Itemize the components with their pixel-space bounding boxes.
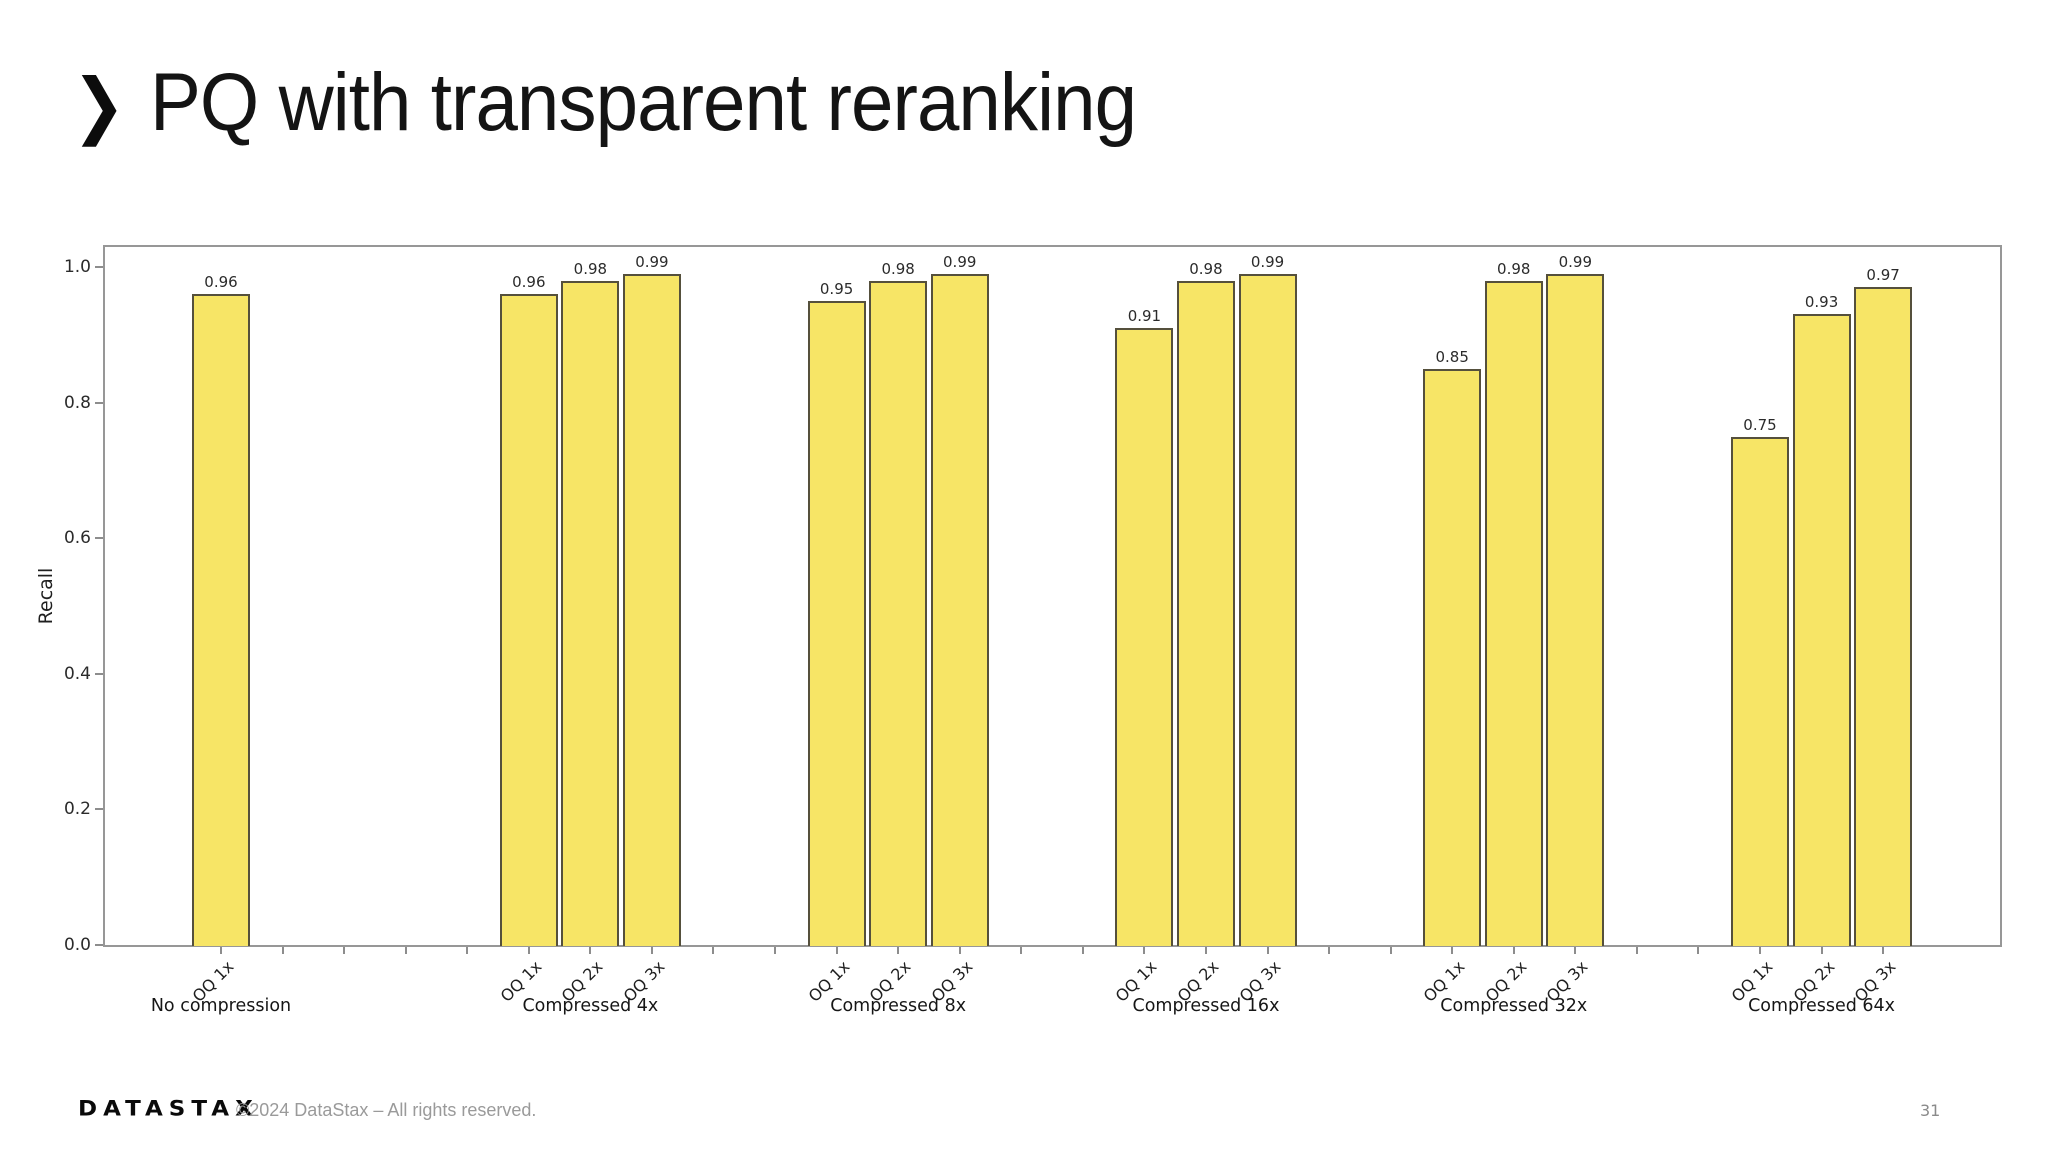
x-tick (958, 947, 961, 954)
x-tick (897, 947, 900, 954)
x-tick (1882, 947, 1885, 954)
x-tick (835, 947, 838, 954)
x-tick (712, 947, 715, 954)
bar (1238, 273, 1297, 946)
x-tick (774, 947, 777, 954)
y-tick-label: 0.8 (63, 392, 91, 413)
y-tick-label: 0.6 (63, 528, 91, 549)
x-tick (1635, 947, 1638, 954)
y-tick (95, 266, 103, 268)
x-tick (1451, 947, 1454, 954)
x-tick (1204, 947, 1207, 954)
bar-value-label: 0.98 (1189, 259, 1223, 278)
x-tick (650, 947, 653, 954)
y-tick (95, 672, 103, 675)
bar (1546, 273, 1605, 946)
group-label: Compressed 32x (1440, 996, 1588, 1016)
x-tick (220, 947, 222, 954)
x-tick (1697, 947, 1700, 954)
bar (1792, 314, 1851, 946)
copyright-text: ©2024 DataStax – All rights reserved. (236, 1100, 537, 1120)
bar-value-label: 0.93 (1804, 293, 1839, 312)
x-tick (1081, 947, 1084, 954)
x-tick (1143, 947, 1146, 954)
bar (499, 294, 558, 946)
x-tick (589, 947, 592, 954)
bar-value-label: 0.97 (1866, 266, 1900, 285)
bar (1731, 436, 1789, 946)
bar (1423, 368, 1482, 946)
bar (930, 273, 989, 946)
bar (561, 280, 620, 946)
x-tick (466, 947, 469, 954)
group-label: Compressed 4x (522, 996, 659, 1016)
group-label: No compression (150, 996, 292, 1016)
bar-value-label: 0.99 (1250, 252, 1285, 271)
x-tick (1759, 947, 1761, 954)
y-tick (95, 808, 103, 811)
bar-value-label: 0.91 (1127, 307, 1162, 326)
x-tick (1512, 947, 1515, 954)
bar-value-label: 0.85 (1435, 347, 1469, 366)
x-tick (1820, 947, 1823, 954)
y-tick-label: 0.4 (63, 663, 91, 684)
page-number: 31 (1920, 1101, 1941, 1120)
group-label: Compressed 64x (1748, 996, 1896, 1016)
bar (869, 280, 928, 946)
x-tick (527, 947, 530, 954)
bar-value-label: 0.96 (204, 273, 238, 292)
bar-value-label: 0.98 (881, 259, 915, 278)
y-tick (95, 401, 103, 404)
bar (1115, 328, 1174, 946)
bar-value-label: 0.98 (1497, 259, 1531, 278)
plot-frame (103, 245, 2002, 947)
bar (192, 294, 250, 946)
y-axis-title: Recall (35, 567, 57, 625)
chevron-bullet-icon: ❯ (72, 64, 126, 148)
group-label: Compressed 16x (1132, 996, 1280, 1016)
datastax-logo: DATASTAX (78, 1097, 259, 1122)
bar (622, 273, 681, 946)
bar-value-label: 0.98 (573, 259, 608, 278)
bar-value-label: 0.99 (635, 252, 669, 271)
group-label: Compressed 8x (830, 996, 967, 1016)
x-tick (343, 947, 346, 954)
y-tick (95, 944, 103, 946)
bar (807, 300, 866, 946)
x-tick (1574, 947, 1577, 954)
x-tick (1389, 947, 1392, 954)
bar (1484, 280, 1543, 946)
x-tick (1020, 947, 1023, 954)
x-tick (404, 947, 407, 954)
bar-value-label: 0.99 (1558, 252, 1593, 271)
bar (1854, 287, 1913, 946)
y-tick-label: 0.2 (63, 799, 91, 820)
y-tick (95, 537, 103, 540)
bar-value-label: 0.95 (819, 279, 854, 298)
bar-value-label: 0.96 (512, 273, 546, 292)
x-tick (281, 947, 284, 954)
y-tick-label: 1.0 (63, 257, 91, 277)
bar-value-label: 0.99 (943, 252, 977, 271)
y-tick-label: 0.0 (63, 935, 91, 955)
x-tick (1266, 947, 1269, 954)
x-tick (1328, 947, 1331, 954)
bar-value-label: 0.75 (1743, 415, 1777, 434)
page-title: PQ with transparent reranking (150, 57, 1137, 148)
bar (1176, 280, 1235, 946)
